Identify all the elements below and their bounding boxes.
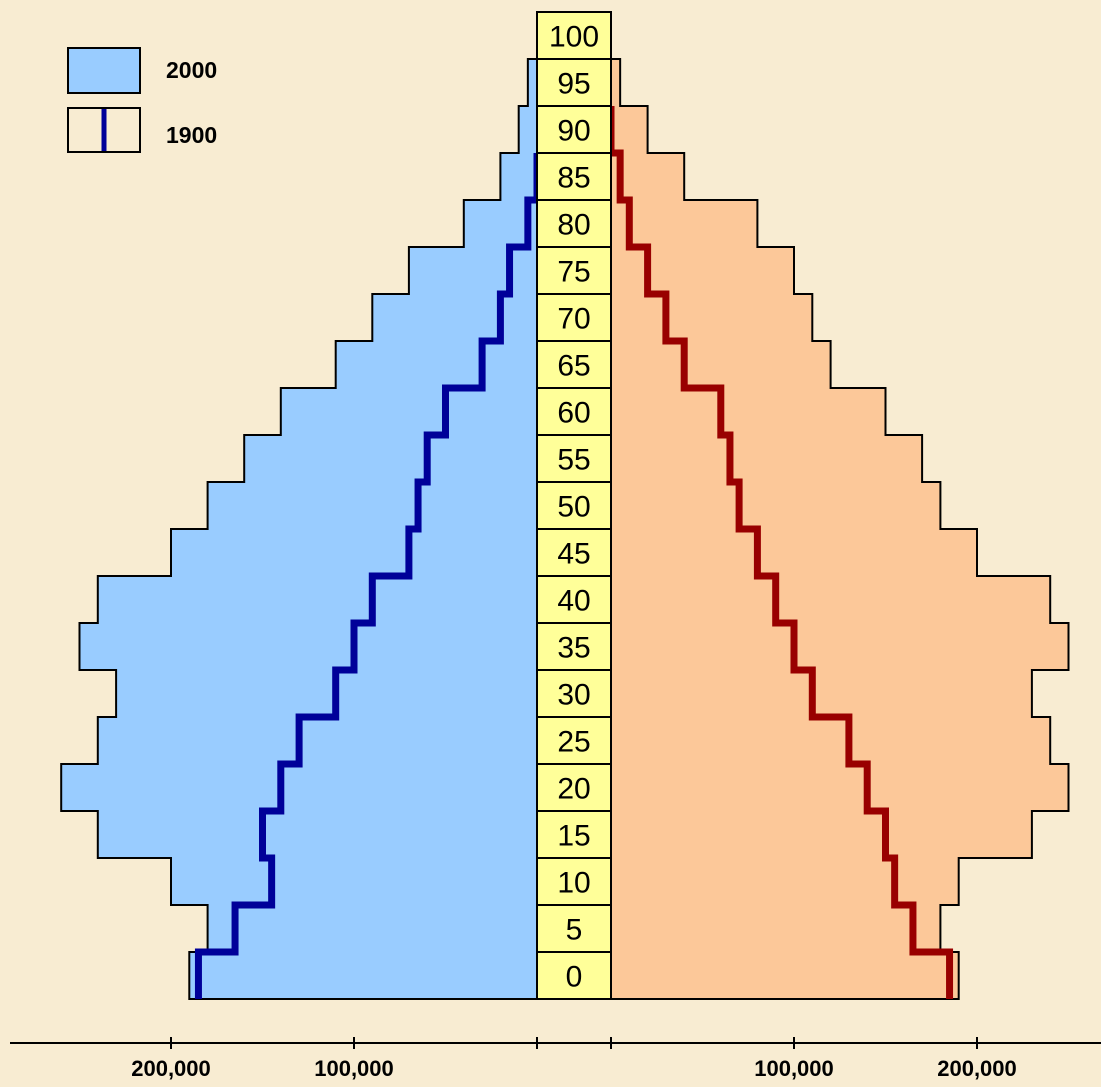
age-cell-45: [536, 528, 612, 577]
legend-swatch-2000: [67, 47, 141, 94]
age-label-100: 100: [549, 21, 599, 54]
x-tick-label-left-200000: 200,000: [131, 1056, 211, 1081]
bar-2000-right-15: [611, 811, 1032, 859]
bar-2000-right-20: [611, 764, 1069, 812]
bar-2000-right-95: [611, 59, 621, 107]
legend: 2000 1900: [67, 47, 217, 153]
bar-2000-right-70: [611, 294, 813, 342]
bar-2000-right-25: [611, 717, 1051, 765]
bar-2000-right-60: [611, 388, 886, 436]
age-cell-5: [536, 904, 612, 953]
bar-2000-right-50: [611, 482, 941, 530]
age-cell-100: [536, 11, 612, 60]
age-cell-25: [536, 716, 612, 765]
age-label-45: 45: [557, 538, 590, 571]
age-label-50: 50: [557, 491, 590, 524]
age-cell-85: [536, 152, 612, 201]
lines-1900: [194, 106, 954, 999]
legend-label-1900: 1900: [166, 122, 217, 148]
bar-2000-right-40: [611, 576, 1051, 624]
legend-label-2000: 2000: [166, 57, 217, 83]
age-label-95: 95: [557, 68, 590, 101]
outline-2000-left: [60, 12, 538, 1000]
bar-2000-left-25: [97, 717, 538, 765]
age-cell-75: [536, 246, 612, 295]
x-tick-label-right-200000: 200,000: [937, 1056, 1017, 1081]
age-label-30: 30: [557, 679, 590, 712]
bar-2000-left-40: [97, 576, 538, 624]
bar-2000-right-75: [611, 247, 794, 295]
bar-2000-right-10: [611, 858, 959, 906]
bar-2000-right-30: [611, 670, 1032, 718]
bar-2000-left-5: [207, 905, 537, 953]
bar-2000-right-5: [611, 905, 941, 953]
x-tick-label-right-100000: 100,000: [754, 1056, 834, 1081]
bars-2000: [60, 12, 1070, 1000]
age-cell-40: [536, 575, 612, 624]
age-label-90: 90: [557, 115, 590, 148]
age-cell-35: [536, 622, 612, 671]
age-cell-15: [536, 810, 612, 859]
age-label-80: 80: [557, 209, 590, 242]
age-label-35: 35: [557, 632, 590, 665]
bar-2000-left-55: [244, 435, 537, 483]
age-cell-70: [536, 293, 612, 342]
bar-2000-right-55: [611, 435, 923, 483]
age-label-85: 85: [557, 162, 590, 195]
bar-2000-left-90: [518, 106, 537, 154]
bar-2000-right-65: [611, 341, 831, 389]
age-label-65: 65: [557, 350, 590, 383]
age-band: 0 5 10 15 20 25 30 35 40 45 50 55 60 65 70 75 80 85 90 95 10…: [536, 11, 612, 1000]
bar-2000-left-45: [171, 529, 537, 577]
age-label-20: 20: [557, 773, 590, 806]
bar-2000-right-0: [611, 952, 959, 1000]
bar-2000-left-15: [97, 811, 538, 859]
age-label-40: 40: [557, 585, 590, 618]
age-label-60: 60: [557, 397, 590, 430]
x-tick-label-left-100000: 100,000: [314, 1056, 394, 1081]
age-cell-80: [536, 199, 612, 248]
bar-2000-left-0: [189, 952, 538, 1000]
line-1900-right: [607, 106, 954, 999]
bar-2000-left-65: [335, 341, 537, 389]
bar-2000-right-35: [611, 623, 1069, 671]
age-label-25: 25: [557, 726, 590, 759]
age-label-55: 55: [557, 444, 590, 477]
bar-2000-left-10: [171, 858, 537, 906]
line-1900-left: [194, 153, 541, 999]
bar-2000-left-50: [207, 482, 537, 530]
bar-2000-left-85: [500, 153, 537, 201]
bar-2000-left-30: [116, 670, 537, 718]
age-label-15: 15: [557, 820, 590, 853]
bar-2000-left-20: [61, 764, 537, 812]
outline-2000-right: [610, 12, 1070, 1000]
age-label-10: 10: [557, 867, 590, 900]
x-axis: 200,000 100,000 100,000 200,000: [10, 1037, 1101, 1081]
age-cell-10: [536, 857, 612, 906]
age-cell-55: [536, 434, 612, 483]
age-cell-90: [536, 105, 612, 154]
bar-2000-left-95: [527, 59, 537, 107]
bar-2000-right-80: [611, 200, 758, 248]
bar-2000-left-60: [280, 388, 537, 436]
age-label-75: 75: [557, 256, 590, 289]
bar-2000-left-70: [372, 294, 537, 342]
bar-2000-left-35: [79, 623, 537, 671]
bar-2000-left-75: [408, 247, 537, 295]
age-label-0: 0: [566, 961, 583, 994]
age-label-5: 5: [566, 914, 583, 947]
bar-2000-right-90: [611, 106, 648, 154]
age-label-70: 70: [557, 303, 590, 336]
bar-2000-right-45: [611, 529, 977, 577]
